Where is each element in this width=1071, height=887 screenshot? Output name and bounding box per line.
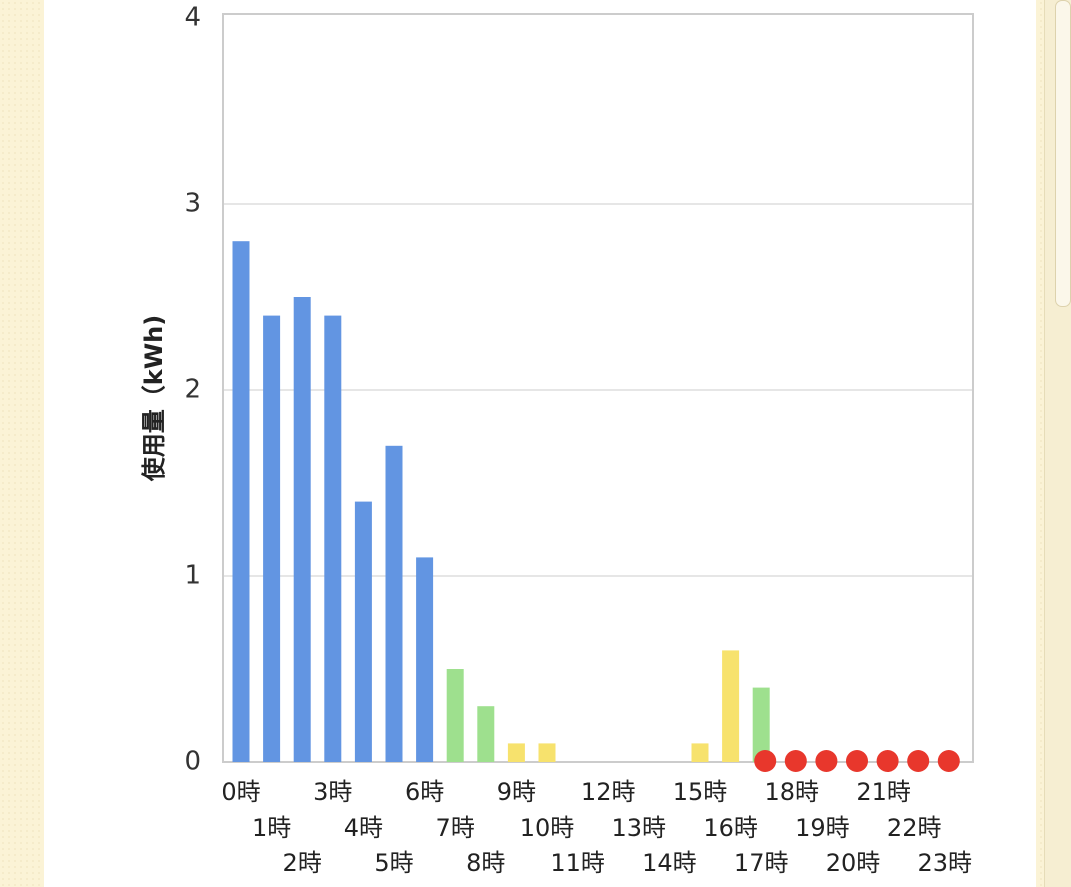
x-tick-label: 21時	[856, 778, 911, 806]
grid-lines	[223, 203, 973, 577]
y-tick-label: 0	[184, 747, 201, 777]
marker-20時	[846, 750, 868, 772]
x-tick-label: 20時	[826, 849, 881, 877]
marker-19時	[815, 750, 838, 772]
bar-8時	[477, 706, 495, 762]
x-tick-label: 5時	[374, 849, 413, 877]
chart-panel	[44, 0, 1036, 887]
bar-6時	[416, 557, 434, 762]
bar-1時	[263, 315, 281, 762]
bars	[232, 241, 770, 762]
bar-9時	[507, 743, 525, 762]
x-tick-label: 3時	[313, 778, 352, 806]
y-tick-label: 1	[184, 561, 201, 591]
bar-2時	[293, 297, 311, 762]
x-tick-label: 11時	[550, 849, 605, 877]
x-tick-label: 10時	[520, 814, 575, 842]
x-tick-label: 9時	[497, 778, 536, 806]
y-tick-label: 3	[184, 189, 201, 219]
x-tick-label: 8時	[466, 849, 505, 877]
marker-22時	[907, 750, 930, 772]
y-tick-label: 2	[184, 375, 201, 405]
marker-21時	[876, 750, 899, 772]
marker-23時	[937, 750, 960, 772]
markers	[754, 750, 960, 772]
x-tick-label: 0時	[221, 778, 260, 806]
bar-16時	[722, 650, 740, 762]
bar-15時	[691, 743, 709, 762]
bar-17時	[752, 687, 770, 762]
x-tick-label: 4時	[344, 814, 383, 842]
bar-5時	[385, 445, 403, 762]
bar-7時	[446, 669, 464, 762]
x-ticks: 0時 1時 2時 3時 4時 5時 6時 7時 8時 9時 10時 11時 12時 13時 14時 15時 16…	[221, 778, 972, 877]
bar-3時	[324, 315, 342, 762]
bar-10時	[538, 743, 556, 762]
x-tick-label: 1時	[252, 814, 291, 842]
y-tick-label: 4	[184, 3, 201, 33]
bar-4時	[354, 501, 372, 762]
x-tick-label: 17時	[734, 849, 789, 877]
x-tick-label: 6時	[405, 778, 444, 806]
x-tick-label: 18時	[765, 778, 820, 806]
x-tick-label: 19時	[795, 814, 850, 842]
x-tick-label: 7時	[436, 814, 475, 842]
x-tick-label: 16時	[703, 814, 758, 842]
x-tick-label: 2時	[283, 849, 322, 877]
plot-area-border	[222, 13, 974, 763]
y-axis-label: 使用量（kWh)	[140, 315, 168, 483]
x-tick-label: 12時	[581, 778, 636, 806]
x-tick-label: 14時	[642, 849, 697, 877]
y-ticks: 0 1 2 3 4	[184, 3, 201, 777]
marker-17時	[754, 750, 777, 772]
x-tick-label: 13時	[612, 814, 667, 842]
x-tick-label: 23時	[918, 849, 973, 877]
x-tick-label: 22時	[887, 814, 942, 842]
marker-18時	[784, 750, 807, 772]
x-tick-label: 15時	[673, 778, 728, 806]
bar-0時	[232, 241, 250, 762]
